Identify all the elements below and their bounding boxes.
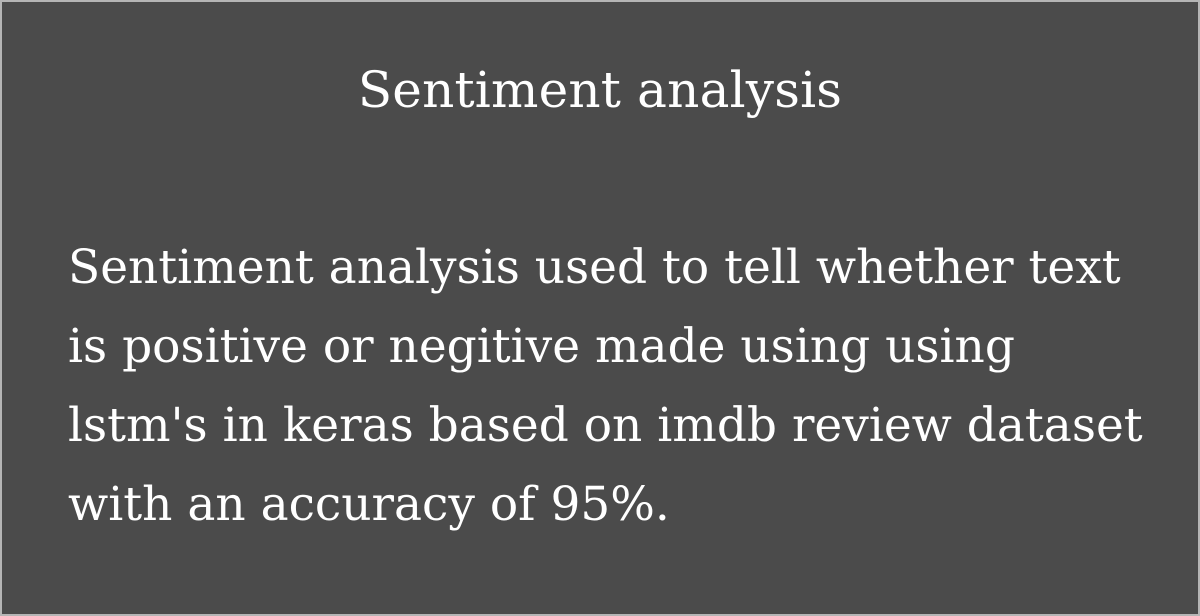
card-description: Sentiment analysis used to tell whether … <box>68 240 1143 532</box>
card-title: Sentiment analysis <box>357 61 843 119</box>
